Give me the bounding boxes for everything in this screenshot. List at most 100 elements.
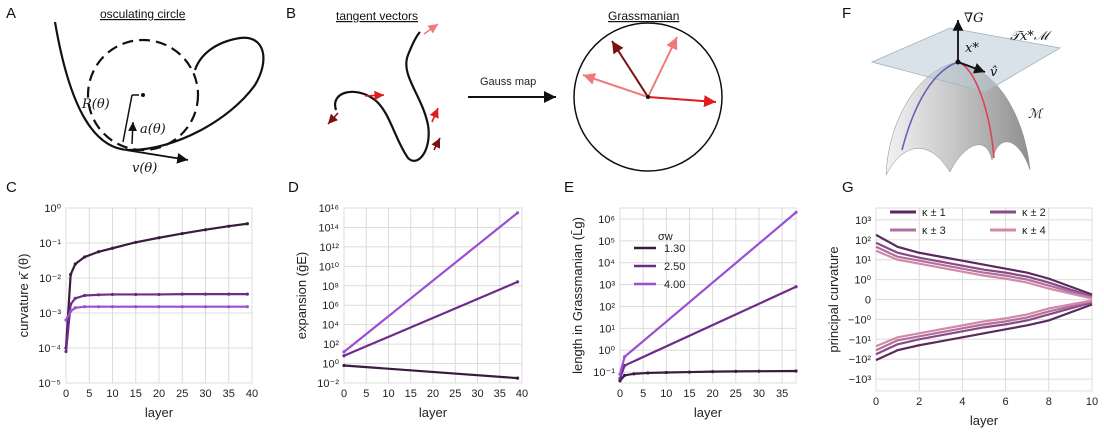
grassmanian-circle bbox=[573, 22, 723, 172]
radius-line bbox=[122, 94, 133, 143]
y-axis-label: principal curvature bbox=[826, 246, 841, 352]
series-point bbox=[664, 370, 668, 375]
red-geodesic bbox=[957, 61, 995, 159]
panel-label-f: F bbox=[842, 5, 851, 22]
y-tick-label: 10⁻³ bbox=[39, 308, 61, 320]
x-tick-label: 25 bbox=[449, 388, 461, 400]
grassmanian-title: Grassmanian bbox=[608, 9, 679, 23]
grass-vec-dark bbox=[611, 40, 649, 98]
grass-vec-light-up bbox=[647, 36, 678, 98]
series-line bbox=[343, 280, 518, 357]
kappa-positive-line bbox=[875, 245, 1093, 299]
series-point bbox=[134, 292, 138, 297]
chart-expansion: 0 5 10 15 20 25 30 35 40 10¹⁶ 10¹⁴ 10¹² 10¹⁰ 10⁸ 10⁶ 10… bbox=[294, 203, 528, 420]
y-tick-label: −10² bbox=[849, 354, 872, 366]
y-tick-label: −10¹ bbox=[849, 334, 872, 346]
series-line bbox=[64, 222, 248, 349]
series-point bbox=[203, 305, 208, 309]
panel-a-schematic: osculating circle R(θ) a(θ) v(θ) bbox=[53, 7, 265, 176]
chart-curvature: 0 5 10 15 20 25 30 35 40 10⁰ 10⁻¹ 10⁻² 10⁻³ 10⁻⁴ 10⁻⁵ l… bbox=[16, 203, 258, 420]
x-axis-label: layer bbox=[419, 405, 448, 420]
series-point bbox=[342, 354, 346, 358]
y-tick-label: 10¹⁰ bbox=[319, 261, 340, 273]
series-point bbox=[180, 305, 184, 309]
series-point bbox=[245, 222, 249, 226]
kappa-positive-line bbox=[875, 233, 1093, 296]
panel-label-d: D bbox=[288, 179, 299, 196]
series-line bbox=[343, 212, 519, 353]
legend-label: κ ± 1 bbox=[922, 207, 946, 219]
panel-label-g: G bbox=[842, 179, 854, 196]
series-point bbox=[227, 305, 231, 309]
series-point bbox=[794, 285, 798, 289]
series-point bbox=[83, 305, 87, 309]
y-tick-label: 10⁵ bbox=[598, 236, 615, 248]
xstar-label: x* bbox=[965, 41, 979, 56]
series-point bbox=[794, 369, 798, 373]
legend-label: 4.00 bbox=[664, 279, 685, 291]
chart-principal-curvature: 0 2 4 6 8 10 10³ 10² 10¹ 10⁰ 0 −10⁰ −10¹ −10² −10³ laye… bbox=[826, 207, 1098, 428]
y-tick-label: 10⁴ bbox=[322, 320, 339, 332]
series-point bbox=[687, 370, 692, 374]
kappa-negative-line bbox=[875, 303, 1093, 362]
panel-label-a: A bbox=[6, 5, 16, 22]
x-tick-label: 40 bbox=[246, 388, 258, 400]
series-line bbox=[619, 369, 797, 382]
series-point bbox=[180, 292, 184, 296]
legend-label: κ ± 2 bbox=[1022, 207, 1046, 219]
legend-label: 2.50 bbox=[664, 261, 685, 273]
series-point bbox=[618, 372, 622, 376]
panel-b-schematic: tangent vectors Gauss map Grassmanian bbox=[327, 9, 723, 172]
series-point bbox=[64, 349, 68, 354]
accel-label: a(θ) bbox=[140, 122, 166, 137]
tangent-space-label: 𝒯x*ℳ bbox=[1010, 29, 1052, 44]
x-tick-label: 6 bbox=[1003, 396, 1009, 408]
tangent-plane bbox=[870, 27, 1062, 93]
y-tick-label: 0 bbox=[865, 295, 871, 307]
x-tick-label: 0 bbox=[341, 388, 347, 400]
blue-geodesic bbox=[901, 61, 959, 151]
panel-a-title: osculating circle bbox=[100, 7, 186, 21]
legend-title: σw bbox=[658, 231, 673, 243]
x-tick-label: 35 bbox=[494, 388, 506, 400]
x-tick-label: 0 bbox=[63, 388, 69, 400]
gradient-label: ∇G bbox=[964, 11, 983, 26]
series-point bbox=[342, 350, 346, 354]
velocity-label: v(θ) bbox=[132, 161, 157, 176]
velocity-arrow bbox=[125, 149, 189, 164]
series-point bbox=[623, 355, 627, 359]
osculating-circle bbox=[86, 38, 200, 152]
x-axis-label: layer bbox=[145, 405, 174, 420]
x-tick-label: 15 bbox=[405, 388, 417, 400]
tangent-light-1 bbox=[423, 23, 439, 35]
x-tick-label: 20 bbox=[153, 388, 165, 400]
series-point bbox=[245, 305, 249, 309]
kappa-negative-line bbox=[875, 300, 1093, 352]
legend-label: κ ± 3 bbox=[922, 225, 946, 237]
x-tick-label: 10 bbox=[106, 388, 118, 400]
series-point bbox=[734, 369, 738, 374]
grass-vec-light-left bbox=[582, 73, 649, 98]
x-tick-label: 25 bbox=[176, 388, 188, 400]
tangent-title: tangent vectors bbox=[336, 9, 418, 23]
series-point bbox=[757, 369, 761, 373]
curve-b bbox=[334, 31, 430, 162]
legend-label: κ ± 4 bbox=[1022, 225, 1046, 237]
x-axis-label: layer bbox=[970, 413, 999, 428]
panel-label-b: B bbox=[286, 5, 296, 22]
series-point bbox=[203, 292, 208, 296]
radius-label: R(θ) bbox=[81, 97, 110, 112]
y-tick-label: 10⁰ bbox=[322, 359, 339, 371]
series-point bbox=[157, 305, 161, 309]
series-point bbox=[110, 292, 115, 297]
x-tick-label: 30 bbox=[199, 388, 211, 400]
y-tick-label: −10³ bbox=[849, 374, 872, 386]
series-point bbox=[227, 224, 231, 228]
series-point bbox=[134, 305, 138, 309]
series-point bbox=[157, 236, 161, 240]
series-point bbox=[618, 377, 622, 381]
series-point bbox=[73, 306, 77, 310]
x-tick-label: 5 bbox=[640, 388, 646, 400]
y-tick-label: 10² bbox=[855, 235, 871, 247]
